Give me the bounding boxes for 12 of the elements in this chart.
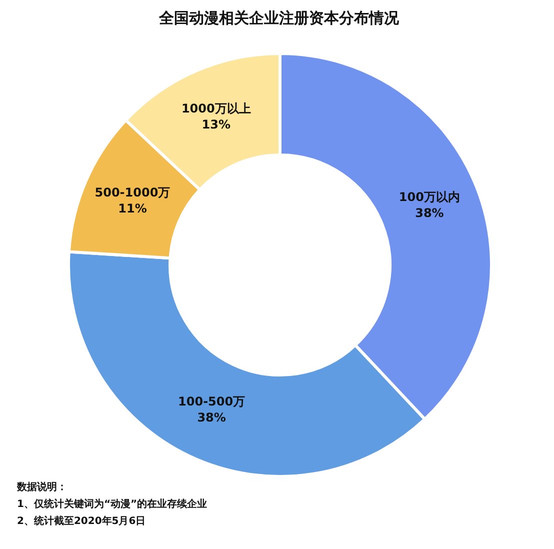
slice-label: 100-500万 bbox=[178, 394, 246, 409]
data-label: 11% bbox=[118, 201, 147, 216]
chart-title: 全国动漫相关企业注册资本分布情况 bbox=[159, 9, 399, 28]
slice-label: 500-1000万 bbox=[94, 185, 170, 200]
text: 1、仅统计关键词为“动漫”的在业存续企业 bbox=[17, 498, 208, 512]
slice-label: 100万以内 bbox=[398, 190, 460, 204]
text: 数据说明： bbox=[17, 480, 67, 495]
data-label: 38% bbox=[197, 410, 226, 425]
slice-label: 1000万以上 bbox=[181, 102, 251, 116]
data-label: 13% bbox=[202, 118, 231, 132]
data-label: 38% bbox=[415, 206, 444, 220]
text: 2、统计截至2020年5月6日 bbox=[17, 514, 146, 529]
